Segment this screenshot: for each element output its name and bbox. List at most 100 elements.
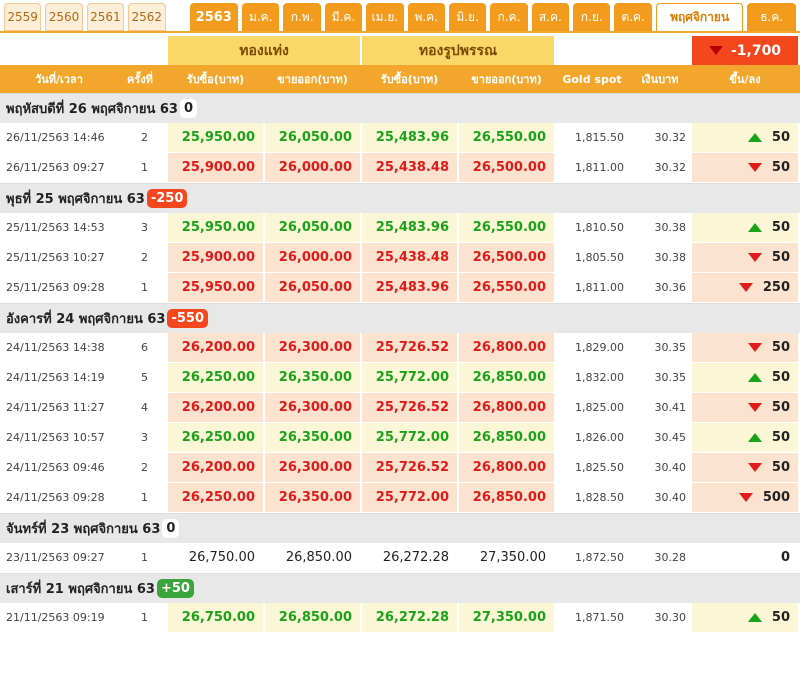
cell-thb: 30.38 xyxy=(654,221,687,234)
cell-round: 1 xyxy=(141,281,148,294)
tab-year-2559[interactable]: 2559 xyxy=(4,3,42,31)
arrow-up-icon xyxy=(747,433,762,442)
cell-bar-sell: 26,000.00 xyxy=(265,153,360,182)
table-row: 26/11/2563 14:46 2 25,950.00 26,050.00 25,48… xyxy=(0,123,800,153)
cell-bar-buy: 25,950.00 xyxy=(168,213,263,242)
arrow-down-icon xyxy=(747,253,762,262)
table-row: 24/11/2563 11:27 4 26,200.00 26,300.00 25,72… xyxy=(0,393,800,423)
cell-orn-buy: 25,772.00 xyxy=(362,423,457,452)
cell-time: 25/11/2563 10:27 xyxy=(6,251,105,264)
cell-orn-sell: 26,550.00 xyxy=(459,213,554,242)
cell-bar-buy: 26,250.00 xyxy=(168,483,263,512)
cell-orn-buy: 25,726.52 xyxy=(362,393,457,422)
change-value: 50 xyxy=(771,430,790,445)
cell-orn-sell: 26,800.00 xyxy=(459,453,554,482)
tab-month-active[interactable]: พฤศจิกายน xyxy=(655,3,744,31)
cell-orn-sell: 27,350.00 xyxy=(459,543,554,572)
tab-month-2[interactable]: ก.พ. xyxy=(283,3,321,31)
tab-year-2562[interactable]: 2562 xyxy=(128,3,166,31)
day-title: เสาร์ที่ 21 พฤศจิกายน 63 xyxy=(6,582,155,597)
price-table-body: พฤหัสบดีที่ 26 พฤศจิกายน 63 0 26/11/2563 1… xyxy=(0,93,800,633)
arrow-down-icon xyxy=(738,493,753,502)
tab-month-6[interactable]: มิ.ย. xyxy=(448,3,487,31)
arrow-up-icon xyxy=(747,223,762,232)
day-header: จันทร์ที่ 23 พฤศจิกายน 63 0 xyxy=(0,513,800,543)
cell-time: 24/11/2563 09:46 xyxy=(6,461,105,474)
cell-thb: 30.32 xyxy=(654,131,687,144)
col-bar-sell: ขายออก(บาท) xyxy=(277,73,348,86)
cell-change: 50 xyxy=(692,153,798,182)
cell-orn-buy: 26,272.28 xyxy=(362,543,457,572)
tab-year-active[interactable]: 2563 xyxy=(189,3,239,31)
tab-month-12[interactable]: ธ.ค. xyxy=(747,3,796,31)
cell-change: 50 xyxy=(692,423,798,452)
cell-thb: 30.35 xyxy=(654,341,687,354)
cell-time: 25/11/2563 14:53 xyxy=(6,221,105,234)
cell-thb: 30.45 xyxy=(654,431,687,444)
tab-year-2561[interactable]: 2561 xyxy=(86,3,125,31)
cell-round: 4 xyxy=(141,401,148,414)
cell-orn-sell: 26,850.00 xyxy=(459,483,554,512)
cell-orn-buy: 25,772.00 xyxy=(362,363,457,392)
tab-month-5[interactable]: พ.ค. xyxy=(407,3,445,31)
cell-bar-buy: 26,750.00 xyxy=(168,603,263,632)
cell-gold-spot: 1,811.00 xyxy=(575,281,624,294)
cell-orn-buy: 25,483.96 xyxy=(362,123,457,152)
cell-orn-sell: 26,550.00 xyxy=(459,123,554,152)
cell-bar-buy: 26,200.00 xyxy=(168,453,263,482)
group-bar-gold: ทองแท่ง xyxy=(168,36,360,65)
cell-change: 50 xyxy=(692,363,798,392)
arrow-down-icon xyxy=(747,163,762,172)
cell-bar-buy: 25,950.00 xyxy=(168,273,263,302)
cell-round: 2 xyxy=(141,461,148,474)
tab-month-8[interactable]: ส.ค. xyxy=(531,3,570,31)
cell-orn-sell: 26,500.00 xyxy=(459,243,554,272)
change-value: 50 xyxy=(771,400,790,415)
table-row: 24/11/2563 09:28 1 26,250.00 26,350.00 25,77… xyxy=(0,483,800,513)
cell-round: 5 xyxy=(141,371,148,384)
cell-change: 50 xyxy=(692,393,798,422)
cell-time: 24/11/2563 14:38 xyxy=(6,341,105,354)
cell-bar-sell: 26,350.00 xyxy=(265,483,360,512)
tab-year-2560[interactable]: 2560 xyxy=(45,3,83,31)
tab-month-10[interactable]: ต.ค. xyxy=(614,3,652,31)
cell-change: 50 xyxy=(692,213,798,242)
cell-round: 1 xyxy=(141,161,148,174)
tab-month-4[interactable]: เม.ย. xyxy=(366,3,404,31)
cell-time: 25/11/2563 09:28 xyxy=(6,281,105,294)
group-ornament-gold: ทองรูปพรรณ xyxy=(362,36,554,65)
change-value: 250 xyxy=(762,280,790,295)
tab-month-9[interactable]: ก.ย. xyxy=(573,3,611,31)
day-title: พุธที่ 25 พฤศจิกายน 63 xyxy=(6,192,145,207)
cell-orn-sell: 26,500.00 xyxy=(459,153,554,182)
col-thb: เงินบาท xyxy=(641,73,679,86)
day-change-badge: -250 xyxy=(146,189,188,208)
cell-round: 3 xyxy=(141,221,148,234)
table-row: 24/11/2563 09:46 2 26,200.00 26,300.00 25,72… xyxy=(0,453,800,483)
cell-time: 24/11/2563 11:27 xyxy=(6,401,105,414)
tab-month-3[interactable]: มี.ค. xyxy=(324,3,363,31)
cell-bar-buy: 25,950.00 xyxy=(168,123,263,152)
cell-change: 50 xyxy=(692,453,798,482)
cell-orn-sell: 26,850.00 xyxy=(459,423,554,452)
cell-bar-buy: 26,250.00 xyxy=(168,363,263,392)
cell-time: 23/11/2563 09:27 xyxy=(6,551,105,564)
change-value: 50 xyxy=(771,460,790,475)
cell-orn-sell: 26,800.00 xyxy=(459,393,554,422)
cell-time: 24/11/2563 09:28 xyxy=(6,491,105,504)
tab-month-1[interactable]: ม.ค. xyxy=(242,3,280,31)
table-row: 24/11/2563 10:57 3 26,250.00 26,350.00 25,77… xyxy=(0,423,800,453)
cell-thb: 30.35 xyxy=(654,371,687,384)
cell-orn-sell: 27,350.00 xyxy=(459,603,554,632)
tab-month-7[interactable]: ก.ค. xyxy=(490,3,528,31)
arrow-down-icon xyxy=(747,463,762,472)
cell-round: 6 xyxy=(141,341,148,354)
cell-orn-buy: 25,726.52 xyxy=(362,333,457,362)
cell-gold-spot: 1,828.50 xyxy=(575,491,624,504)
cell-orn-buy: 25,438.48 xyxy=(362,243,457,272)
day-title: พฤหัสบดีที่ 26 พฤศจิกายน 63 xyxy=(6,102,178,117)
cell-bar-buy: 25,900.00 xyxy=(168,243,263,272)
arrow-up-icon xyxy=(747,373,762,382)
table-row: 25/11/2563 09:28 1 25,950.00 26,050.00 25,48… xyxy=(0,273,800,303)
cell-bar-sell: 26,350.00 xyxy=(265,423,360,452)
